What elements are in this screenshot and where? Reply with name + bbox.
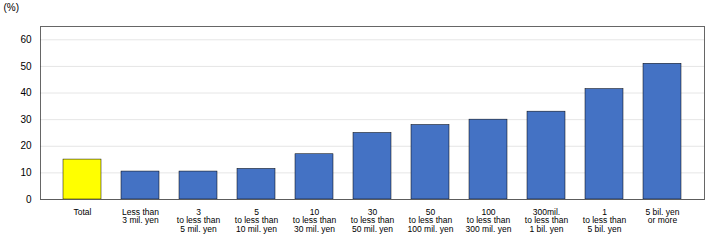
svg-text:0: 0 [26, 194, 32, 205]
svg-text:5to less than10 mil. yen: 5to less than10 mil. yen [235, 207, 279, 234]
svg-text:10to less than30 mil. yen: 10to less than30 mil. yen [293, 207, 337, 234]
svg-text:30to less than50 mil. yen: 30to less than50 mil. yen [351, 207, 395, 234]
svg-text:Less than3 mil. yen: Less than3 mil. yen [122, 207, 159, 226]
svg-text:50: 50 [20, 61, 32, 72]
svg-text:(%): (%) [4, 2, 20, 13]
svg-text:20: 20 [20, 140, 32, 151]
svg-text:Total: Total [74, 207, 92, 217]
svg-text:300mil.to less than1 bil. yen: 300mil.to less than1 bil. yen [525, 207, 569, 234]
svg-text:50to less than100 mil. yen: 50to less than100 mil. yen [408, 207, 454, 234]
svg-text:3to less than5 mil. yen: 3to less than5 mil. yen [177, 207, 221, 234]
svg-text:30: 30 [20, 114, 32, 125]
svg-text:5 bil. yenor more: 5 bil. yenor more [645, 207, 679, 226]
svg-text:60: 60 [20, 34, 32, 45]
svg-text:10: 10 [20, 167, 32, 178]
svg-text:1to less than5 bil. yen: 1to less than5 bil. yen [583, 207, 627, 234]
svg-text:40: 40 [20, 87, 32, 98]
svg-text:100to less than300 mil. yen: 100to less than300 mil. yen [466, 207, 512, 234]
